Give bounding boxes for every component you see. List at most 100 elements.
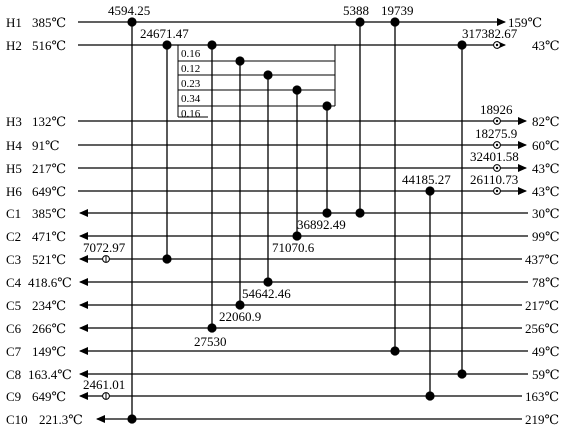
duty-label: 5388	[343, 3, 369, 18]
stream-name: H4	[6, 138, 22, 153]
cold-stream-c7: C7 149℃ 49℃	[6, 344, 560, 359]
stream-name: C6	[6, 321, 22, 336]
outlet-temperature: 82℃	[532, 114, 560, 129]
cooler-h3: 18926	[480, 102, 513, 125]
exchanger-h2-c5: 22060.9	[219, 56, 261, 324]
stream-name: H2	[6, 38, 22, 53]
cold-stream-c9: C9 649℃ 163℃	[6, 389, 559, 404]
exchanger-h1-c1: 5388	[343, 3, 369, 218]
outlet-temperature: 266℃	[32, 321, 66, 336]
outlet-temperature: 60℃	[532, 138, 560, 153]
cold-stream-c4: C4 418.6℃ 78℃	[6, 275, 560, 290]
stream-name: H3	[6, 114, 22, 129]
cold-stream-c3: C3 521℃ 437℃	[6, 252, 559, 267]
duty-label: 71070.6	[272, 240, 315, 255]
stream-name: H6	[6, 184, 22, 199]
outlet-temperature: 385℃	[32, 206, 66, 221]
inlet-temperature: 437℃	[525, 252, 559, 267]
inlet-temperature: 163℃	[525, 389, 559, 404]
inlet-temperature: 219℃	[525, 412, 559, 427]
duty-label: 18926	[480, 102, 513, 117]
exchanger-h2-c6: 27530	[194, 40, 227, 349]
duty-label: 36892.49	[297, 217, 346, 232]
duty-label: 22060.9	[219, 309, 261, 324]
cold-stream-c6: C6 266℃ 256℃	[6, 321, 559, 336]
outlet-temperature: 234℃	[32, 298, 66, 313]
cold-stream-c2: C2 471℃ 99℃	[6, 229, 560, 244]
heater-c3: 7072.97	[83, 240, 126, 263]
cold-stream-c10: C10 221.3℃ 219℃	[6, 412, 559, 427]
stream-name: C9	[6, 389, 21, 404]
stream-split-h2	[177, 45, 336, 118]
inlet-temperature: 516℃	[32, 38, 66, 53]
stream-name: C10	[6, 412, 28, 427]
duty-label: 24671.47	[140, 26, 189, 41]
outlet-temperature: 418.6℃	[28, 275, 72, 290]
duty-label: 7072.97	[83, 240, 126, 255]
exchanger-h6-c9: 44185.27	[402, 172, 451, 401]
cooler-h6: 26110.73	[470, 172, 518, 195]
exchanger-h2-c8	[457, 40, 467, 379]
duty-label: 32401.58	[470, 149, 519, 164]
split-fraction-2: 0.12	[181, 63, 200, 75]
stream-name: C1	[6, 206, 21, 221]
stream-name: H5	[6, 161, 22, 176]
hot-stream-h1: H1 385℃ 159℃	[6, 15, 542, 30]
exchanger-h2-c2: 71070.6	[272, 85, 315, 255]
exchanger-h1-c10: 4594.25	[108, 3, 150, 424]
outlet-temperature: 521℃	[32, 252, 66, 267]
hot-stream-h2: H2 516℃ 43℃	[6, 38, 560, 53]
duty-label: 317382.67	[462, 26, 518, 41]
cold-stream-c5: C5 234℃ 217℃	[6, 298, 559, 313]
cooler-h2: 317382.67	[462, 26, 518, 49]
inlet-temperature: 30℃	[532, 206, 560, 221]
inlet-temperature: 99℃	[532, 229, 560, 244]
outlet-temperature: 43℃	[532, 38, 560, 53]
hot-stream-h6: H6 649℃ 43℃	[6, 184, 560, 199]
hot-stream-h3: H3 132℃ 82℃	[6, 114, 560, 129]
split-fraction-1: 0.16	[181, 48, 201, 60]
outlet-temperature: 471℃	[32, 229, 66, 244]
split-fraction-4: 0.34	[181, 93, 201, 105]
inlet-temperature: 132℃	[32, 114, 66, 129]
duty-label: 54642.46	[242, 286, 291, 301]
duty-label: 26110.73	[470, 172, 518, 187]
stream-name: C8	[6, 367, 21, 382]
split-fraction-5: 0.16	[181, 108, 201, 120]
outlet-temperature: 159℃	[508, 15, 542, 30]
inlet-temperature: 91℃	[32, 138, 60, 153]
inlet-temperature: 256℃	[525, 321, 559, 336]
duty-label: 18275.9	[475, 126, 517, 141]
outlet-temperature: 163.4℃	[28, 367, 72, 382]
duty-label: 27530	[194, 334, 227, 349]
inlet-temperature: 649℃	[32, 184, 66, 199]
hot-stream-h4: H4 91℃ 60℃	[6, 138, 560, 153]
exchanger-h2-c4: 54642.46	[242, 70, 291, 301]
duty-label: 2461.01	[83, 377, 125, 392]
inlet-temperature: 78℃	[532, 275, 560, 290]
cooler-h4: 18275.9	[475, 126, 517, 149]
heater-c9: 2461.01	[83, 377, 125, 400]
stream-name: H1	[6, 15, 22, 30]
cooler-h5: 32401.58	[470, 149, 519, 172]
stream-name: C4	[6, 275, 22, 290]
cold-stream-c8: C8 163.4℃ 59℃	[6, 367, 560, 382]
duty-label: 19739	[381, 3, 414, 18]
exchanger-h2-c3: 24671.47	[140, 26, 189, 264]
inlet-temperature: 49℃	[532, 344, 560, 359]
outlet-temperature: 149℃	[32, 344, 66, 359]
outlet-temperature: 221.3℃	[39, 412, 83, 427]
split-fraction-3: 0.23	[181, 78, 201, 90]
inlet-temperature: 385℃	[32, 15, 66, 30]
cold-stream-c1: C1 385℃ 30℃	[6, 206, 560, 221]
inlet-temperature: 217℃	[32, 161, 66, 176]
stream-name: C3	[6, 252, 21, 267]
outlet-temperature: 43℃	[532, 184, 560, 199]
stream-name: C7	[6, 344, 22, 359]
stream-name: C5	[6, 298, 21, 313]
hot-stream-h5: H5 217℃ 43℃	[6, 161, 560, 176]
inlet-temperature: 59℃	[532, 367, 560, 382]
outlet-temperature: 43℃	[532, 161, 560, 176]
